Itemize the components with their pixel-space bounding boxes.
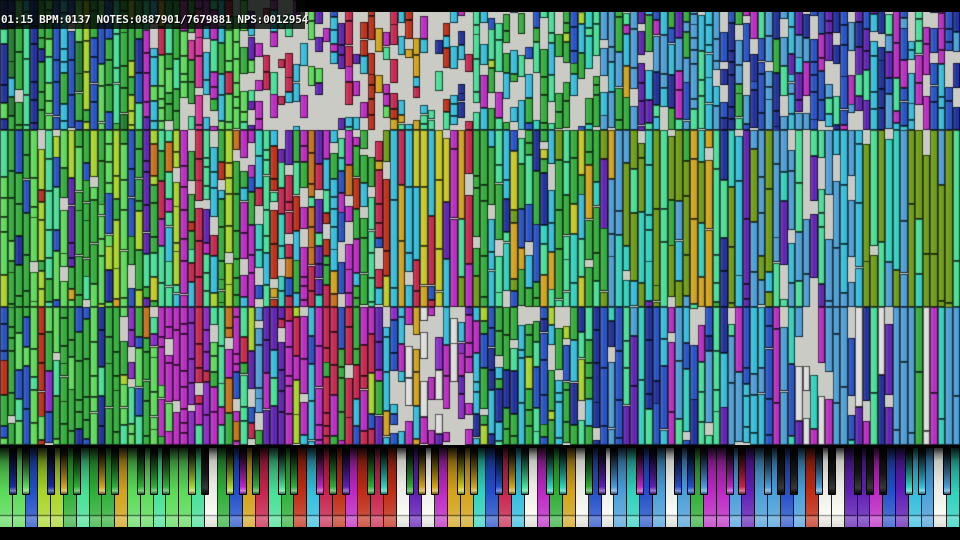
piano-key-black [636, 448, 644, 495]
piano-key-black [776, 448, 785, 495]
piano-key-black [162, 448, 171, 495]
piano-key-black [341, 448, 350, 495]
piano-key-black [149, 448, 158, 495]
piano-key-black [815, 448, 824, 495]
hud-time: 01:15 [1, 13, 34, 26]
piano-key-black [252, 448, 260, 495]
piano-key-black [290, 448, 299, 495]
hud-bpm: BPM:0137 [39, 13, 91, 26]
piano-key-black [98, 448, 107, 495]
piano-key-black [648, 448, 657, 495]
piano-key-black [418, 448, 427, 495]
piano-key-black [546, 448, 555, 495]
piano-key-black [866, 448, 875, 495]
piano-key-black [21, 448, 30, 495]
piano-key-black [520, 448, 529, 495]
piano-key-black [111, 448, 120, 495]
piano-key-black [789, 448, 798, 495]
piano-key-black [277, 448, 286, 495]
piano-key-black [380, 448, 388, 495]
piano-key-black [508, 448, 516, 495]
hud-note-counter: NOTES:0887901/7679881 [96, 13, 232, 26]
hud-nps: NPS:0012954 [237, 13, 309, 26]
piano-key-black [597, 448, 606, 495]
piano-key-black [559, 448, 568, 495]
piano-key-black [917, 448, 926, 495]
piano-key-black [610, 448, 619, 495]
piano-key-black [469, 448, 478, 495]
piano-key-black [72, 448, 81, 495]
piano-key-black [943, 448, 952, 495]
piano-key-black [405, 448, 414, 495]
hud-top-strip [296, 0, 960, 12]
piano-key-black [584, 448, 593, 495]
piano-key-black [367, 448, 376, 495]
piano-key-black [431, 448, 440, 495]
piano-key-black [136, 448, 145, 495]
piano-key-black [738, 448, 747, 495]
piano-keyboard [0, 445, 960, 527]
piano-key-black [674, 448, 683, 495]
piano-key-black [200, 448, 209, 495]
piano-key-black [456, 448, 465, 495]
piano-key-black [879, 448, 888, 495]
hud-stats-bar: 01:15 BPM:0137 NOTES:0887901/7679881 NPS… [0, 0, 309, 29]
piano-key-black [687, 448, 696, 495]
piano-key-black [60, 448, 68, 495]
piano-key-black [853, 448, 862, 495]
piano-key-black [239, 448, 248, 495]
piano-key-black [700, 448, 708, 495]
piano-key-black [8, 448, 17, 495]
piano-key-black [328, 448, 337, 495]
piano-key-black [725, 448, 734, 495]
piano-key-black [764, 448, 772, 495]
piano-key-black [828, 448, 836, 495]
piano-key-black [904, 448, 913, 495]
piano-key-black [226, 448, 235, 495]
piano-key-black [495, 448, 504, 495]
piano-key-black [47, 448, 56, 495]
piano-key-black [316, 448, 324, 495]
piano-key-black [188, 448, 196, 495]
note-fall-canvas [0, 0, 960, 445]
